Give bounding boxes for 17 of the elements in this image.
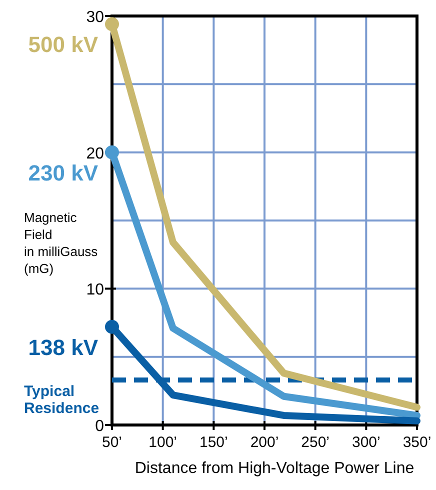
x-axis-title: Distance from High-Voltage Power Line (134, 460, 414, 477)
series-label: 230 kV (28, 160, 98, 186)
x-tick-label: 350’ (402, 434, 432, 451)
y-tick-label: 0 (95, 418, 104, 435)
series-label: 138 kV (28, 334, 98, 360)
x-tick-label: 300’ (352, 434, 380, 451)
x-tick-label: 100’ (148, 434, 178, 451)
x-tick-label: 150’ (199, 434, 228, 451)
y-tick-label: 10 (86, 282, 104, 299)
ref-line-label: Typical Residence (24, 383, 100, 418)
y-tick-label: 30 (86, 9, 104, 26)
x-tick-label: 200’ (250, 434, 279, 451)
y-tick-label: 20 (86, 145, 104, 162)
series-label: 500 kV (28, 32, 98, 58)
x-tick-label: 250’ (301, 434, 330, 451)
y-axis-title: Magnetic Field in milliGauss (mG) (24, 210, 98, 276)
x-tick-label: 50’ (102, 434, 122, 451)
